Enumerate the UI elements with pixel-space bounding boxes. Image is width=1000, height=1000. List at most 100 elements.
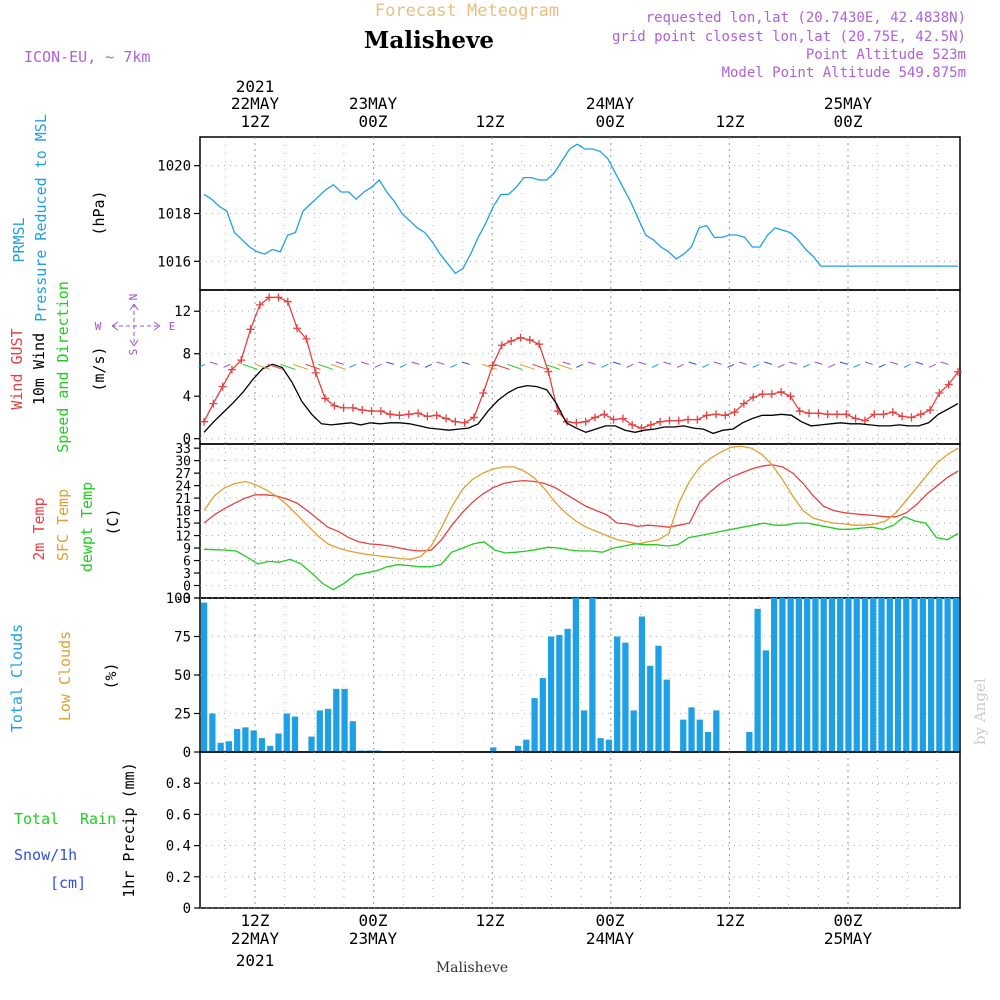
wind-arrow — [399, 363, 407, 368]
bottom-time-label: 22MAY — [231, 929, 280, 948]
gust-marker — [674, 416, 683, 425]
cloud-bar — [341, 688, 348, 752]
wind-arrow — [839, 361, 848, 365]
y-tick-label: 25 — [174, 707, 191, 723]
wind-arrow — [864, 361, 873, 365]
gust-marker — [879, 410, 888, 419]
gust-marker — [842, 410, 851, 419]
y-tick-label: 4 — [183, 389, 191, 405]
gust-marker — [218, 382, 227, 391]
wind-arrow — [482, 363, 498, 370]
cloud-bar — [547, 636, 555, 752]
cloud-bar — [209, 713, 216, 752]
bottom-time-label: 00Z — [834, 911, 863, 930]
cloud-bar — [787, 598, 794, 752]
wind-arrow — [638, 361, 647, 365]
wind-arrow — [318, 363, 334, 370]
cloud-bar — [713, 710, 720, 752]
cloud-bar — [308, 736, 315, 752]
p1-unit: (hPa) — [90, 190, 108, 235]
wind-arrow — [436, 361, 445, 365]
gust-marker — [302, 334, 311, 343]
cloud-bar — [514, 745, 522, 752]
y-tick-label: 0.2 — [166, 870, 191, 886]
bottom-time-label: 12Z — [476, 911, 505, 930]
p3-unit: (C) — [104, 508, 122, 535]
top-time-label: 00Z — [834, 112, 863, 131]
gust-marker — [404, 410, 413, 419]
wind-arrow — [853, 363, 861, 368]
top-time-label: 00Z — [596, 112, 625, 131]
bottom-time-label: 00Z — [596, 911, 625, 930]
wind-arrow — [280, 363, 296, 370]
wind-arrow — [450, 363, 458, 368]
wind-arrow — [242, 363, 258, 370]
cloud-bar — [754, 608, 761, 752]
wind-arrow — [928, 363, 937, 368]
gust-marker — [600, 410, 609, 419]
top-time-label: 24MAY — [586, 94, 635, 113]
gust-marker — [423, 412, 432, 421]
gust-marker — [684, 415, 693, 424]
wind-arrow — [424, 363, 433, 368]
cloud-bar — [680, 719, 687, 752]
cloud-bar — [944, 598, 951, 752]
gust-marker — [283, 297, 292, 306]
p2-label-b: 10m Wind — [30, 333, 48, 405]
cloud-bar — [828, 598, 836, 752]
wind-arrow — [688, 361, 697, 365]
gust-marker — [572, 418, 581, 427]
gust-marker — [535, 340, 544, 349]
wind-arrow — [507, 363, 523, 370]
cloud-bar — [564, 628, 571, 752]
gust-marker — [469, 413, 478, 422]
gust-marker — [293, 324, 302, 333]
cloud-bar — [795, 598, 803, 752]
gust-marker — [544, 367, 553, 376]
gust-marker — [814, 409, 823, 418]
gust-marker — [954, 367, 962, 376]
y-tick-label: 33 — [175, 442, 191, 457]
gust-marker — [348, 403, 357, 412]
wind-arrow — [764, 361, 773, 365]
gust-marker — [721, 411, 730, 420]
gust-marker — [311, 368, 320, 377]
gust-marker — [265, 293, 274, 302]
gust-marker — [395, 411, 404, 420]
wind-arrow — [802, 363, 811, 368]
p1-label-a: PRMSL — [10, 217, 28, 262]
p3-label-c: dewpt Temp — [78, 482, 96, 572]
gust-marker — [497, 341, 506, 350]
wind-arrow — [890, 361, 899, 365]
wind-arrow — [198, 363, 206, 368]
gust-marker — [693, 415, 702, 424]
gust-marker — [618, 414, 627, 423]
cloud-bar — [812, 598, 819, 752]
p5-label-rain: Rain — [80, 810, 116, 828]
top-time-label: 00Z — [359, 112, 388, 131]
gust-marker — [758, 390, 767, 399]
gust-marker — [479, 389, 488, 398]
series-line-10m-wind — [203, 363, 959, 435]
wind-arrow — [386, 361, 395, 365]
wind-arrow — [727, 363, 735, 368]
gust-marker — [442, 414, 451, 423]
compass-s: S — [127, 349, 140, 356]
gust-marker — [200, 417, 208, 426]
cloud-bar — [316, 710, 323, 752]
cloud-bar — [903, 598, 910, 752]
cloud-bar — [291, 716, 299, 752]
wind-arrow — [532, 363, 548, 370]
top-time-label: 25MAY — [824, 94, 873, 113]
gust-marker — [795, 407, 804, 416]
wind-arrow — [663, 361, 672, 365]
y-tick-label: 1020 — [157, 159, 191, 175]
cloud-bar — [523, 739, 530, 752]
gust-marker — [339, 403, 348, 412]
cloud-bar — [589, 598, 596, 752]
y-tick-label: 15 — [175, 517, 191, 532]
cloud-bar — [845, 598, 852, 752]
top-time-label: 12Z — [241, 112, 270, 131]
